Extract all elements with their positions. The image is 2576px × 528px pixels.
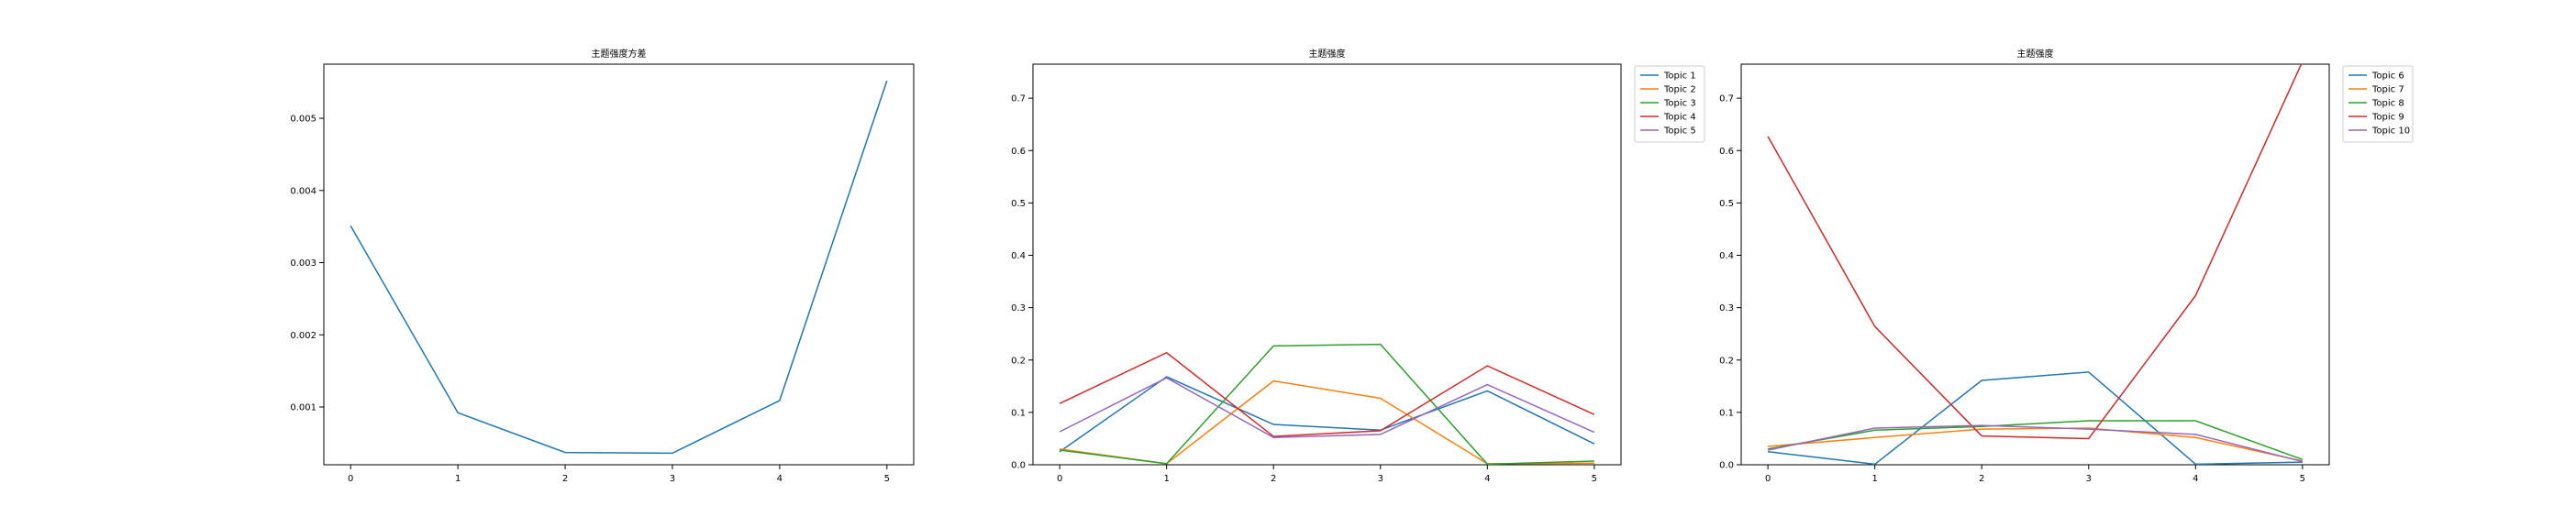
- x-tick-label: 4: [2193, 474, 2198, 484]
- chart-topic-strength-6-10: 主题强度 0 1 2 3 4 5 0.0 0.1 0.2 0.3 0.4 0.5 0.6 0.7 Topic…: [1719, 48, 2414, 484]
- chart-topic-strength-1-5: 主题强度 0 1 2 3 4 5 0.0 0.1 0.2 0.3 0.4 0.5 0.6 0.7 Topic…: [1011, 48, 1705, 484]
- series-line: [350, 80, 888, 455]
- x-tick-label: 4: [777, 474, 783, 484]
- y-tick-label: 0.3: [1719, 303, 1734, 314]
- y-tick-label: 0.5: [1011, 199, 1026, 209]
- legend-label: Topic 6: [2371, 72, 2404, 82]
- x-tick-label: 5: [2300, 474, 2305, 484]
- chart-title: 主题强度: [2017, 48, 2054, 60]
- y-tick-label: 0.004: [290, 186, 316, 196]
- y-tick-label: 0.4: [1719, 251, 1734, 261]
- y-tick-label: 0.3: [1011, 303, 1026, 314]
- series-line: [1768, 371, 2303, 465]
- y-tick-label: 0.0: [1011, 461, 1026, 471]
- x-tick-label: 4: [1484, 474, 1490, 484]
- series-line: [1060, 343, 1594, 465]
- x-tick-label: 0: [1765, 474, 1771, 484]
- y-tick-label: 0.1: [1719, 408, 1734, 418]
- x-tick-label: 1: [455, 474, 461, 484]
- y-tick-label: 0.002: [290, 331, 316, 341]
- legend-label: Topic 1: [1663, 72, 1696, 82]
- y-tick-label: 0.7: [1719, 94, 1734, 104]
- series-line: [1059, 377, 1595, 439]
- legend-label: Topic 8: [2371, 99, 2404, 109]
- y-tick-label: 0.7: [1011, 94, 1026, 104]
- x-tick-label: 3: [2086, 474, 2092, 484]
- series-line: [1767, 424, 2304, 463]
- y-tick-label: 0.003: [290, 258, 316, 269]
- legend-label: Topic 9: [2371, 113, 2404, 123]
- series-line: [1059, 376, 1595, 453]
- legend-label: Topic 10: [2371, 126, 2410, 137]
- series-line: [1768, 420, 2304, 460]
- y-tick-label: 0.005: [290, 115, 316, 125]
- chart-variance: 主题强度方差 0 1 2 3 4 5 0.001 0.002 0.003 0.004 0.005: [290, 48, 915, 484]
- y-tick-label: 0.2: [1719, 356, 1734, 366]
- series-line: [1767, 64, 2303, 440]
- plot-frame: [1032, 63, 1622, 466]
- legend-box: [2342, 65, 2414, 143]
- x-tick-label: 1: [1163, 474, 1169, 484]
- x-tick-label: 3: [670, 474, 675, 484]
- legend-label: Topic 5: [1663, 126, 1696, 137]
- legend-label: Topic 7: [2371, 85, 2404, 95]
- x-tick-label: 1: [1871, 474, 1877, 484]
- y-tick-label: 0.6: [1011, 147, 1026, 157]
- chart-title: 主题强度: [1309, 48, 1346, 60]
- x-tick-label: 2: [562, 474, 568, 484]
- y-tick-label: 0.2: [1011, 356, 1026, 366]
- chart-title: 主题强度方差: [592, 48, 647, 60]
- plot-frame: [1740, 63, 2330, 466]
- x-tick-label: 5: [884, 474, 890, 484]
- x-tick-label: 2: [1979, 474, 1984, 484]
- series-line: [1059, 351, 1595, 437]
- plot-frame: [323, 63, 915, 466]
- x-tick-label: 0: [348, 474, 353, 484]
- legend-label: Topic 3: [1663, 99, 1696, 109]
- legend-label: Topic 2: [1663, 85, 1696, 95]
- y-tick-label: 0.4: [1011, 251, 1026, 261]
- x-tick-label: 0: [1057, 474, 1062, 484]
- legend-label: Topic 4: [1663, 113, 1696, 123]
- series-line: [1768, 427, 2304, 462]
- x-tick-label: 5: [1592, 474, 1597, 484]
- y-tick-label: 0.0: [1719, 461, 1734, 471]
- y-tick-label: 0.1: [1011, 408, 1026, 418]
- y-tick-label: 0.001: [290, 403, 316, 413]
- x-tick-label: 2: [1271, 474, 1276, 484]
- y-tick-label: 0.6: [1719, 147, 1734, 157]
- series-line: [1060, 380, 1594, 465]
- y-tick-label: 0.5: [1719, 199, 1734, 209]
- legend-box: [1634, 65, 1705, 143]
- x-tick-label: 3: [1378, 474, 1383, 484]
